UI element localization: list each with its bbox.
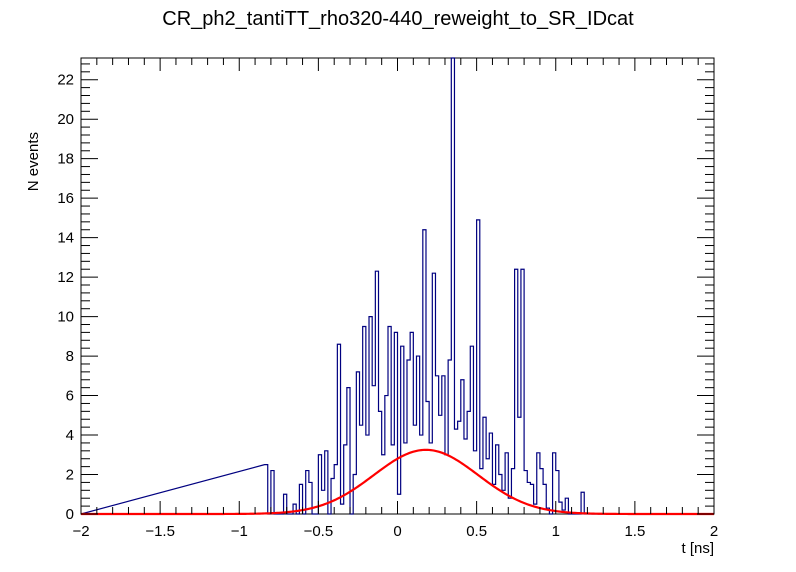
y-tick-label: 2 — [66, 467, 74, 484]
y-tick-label: 6 — [66, 388, 74, 405]
x-tick-label: −1.5 — [145, 523, 175, 540]
x-tick-label: −0.5 — [304, 523, 334, 540]
x-tick-label: 0.5 — [466, 523, 487, 540]
x-axis-title: t [ns] — [681, 540, 714, 557]
x-tick-label: 1 — [552, 523, 560, 540]
y-tick-label: 16 — [57, 190, 74, 207]
y-axis-ticks: 0 2 4 6 8 10 12 14 16 18 20 22 — [57, 63, 714, 523]
histogram-series — [80, 57, 714, 515]
x-tick-label: −1 — [231, 523, 248, 540]
fit-curve — [81, 448, 714, 516]
y-tick-label: 0 — [66, 506, 74, 523]
x-tick-label: −2 — [72, 523, 89, 540]
x-tick-label: 0 — [393, 523, 401, 540]
y-tick-label: 18 — [57, 151, 74, 168]
chart-title: CR_ph2_tantiTT_rho320-440_reweight_to_SR… — [162, 8, 634, 30]
y-tick-label: 4 — [66, 427, 74, 444]
y-tick-label: 22 — [57, 72, 74, 89]
x-tick-label: 2 — [710, 523, 718, 540]
histogram-step-line — [80, 57, 714, 515]
y-tick-label: 20 — [57, 111, 74, 128]
fit-series — [81, 448, 714, 516]
x-tick-label: 1.5 — [624, 523, 645, 540]
y-tick-label: 10 — [57, 309, 74, 326]
y-tick-label: 14 — [57, 230, 74, 247]
x-axis-ticks: −2 −1.5 −1 −0.5 0 0.5 1 1.5 2 — [72, 58, 718, 540]
y-tick-label: 12 — [57, 269, 74, 286]
y-tick-label: 8 — [66, 348, 74, 365]
y-axis-title: N events — [25, 132, 42, 191]
